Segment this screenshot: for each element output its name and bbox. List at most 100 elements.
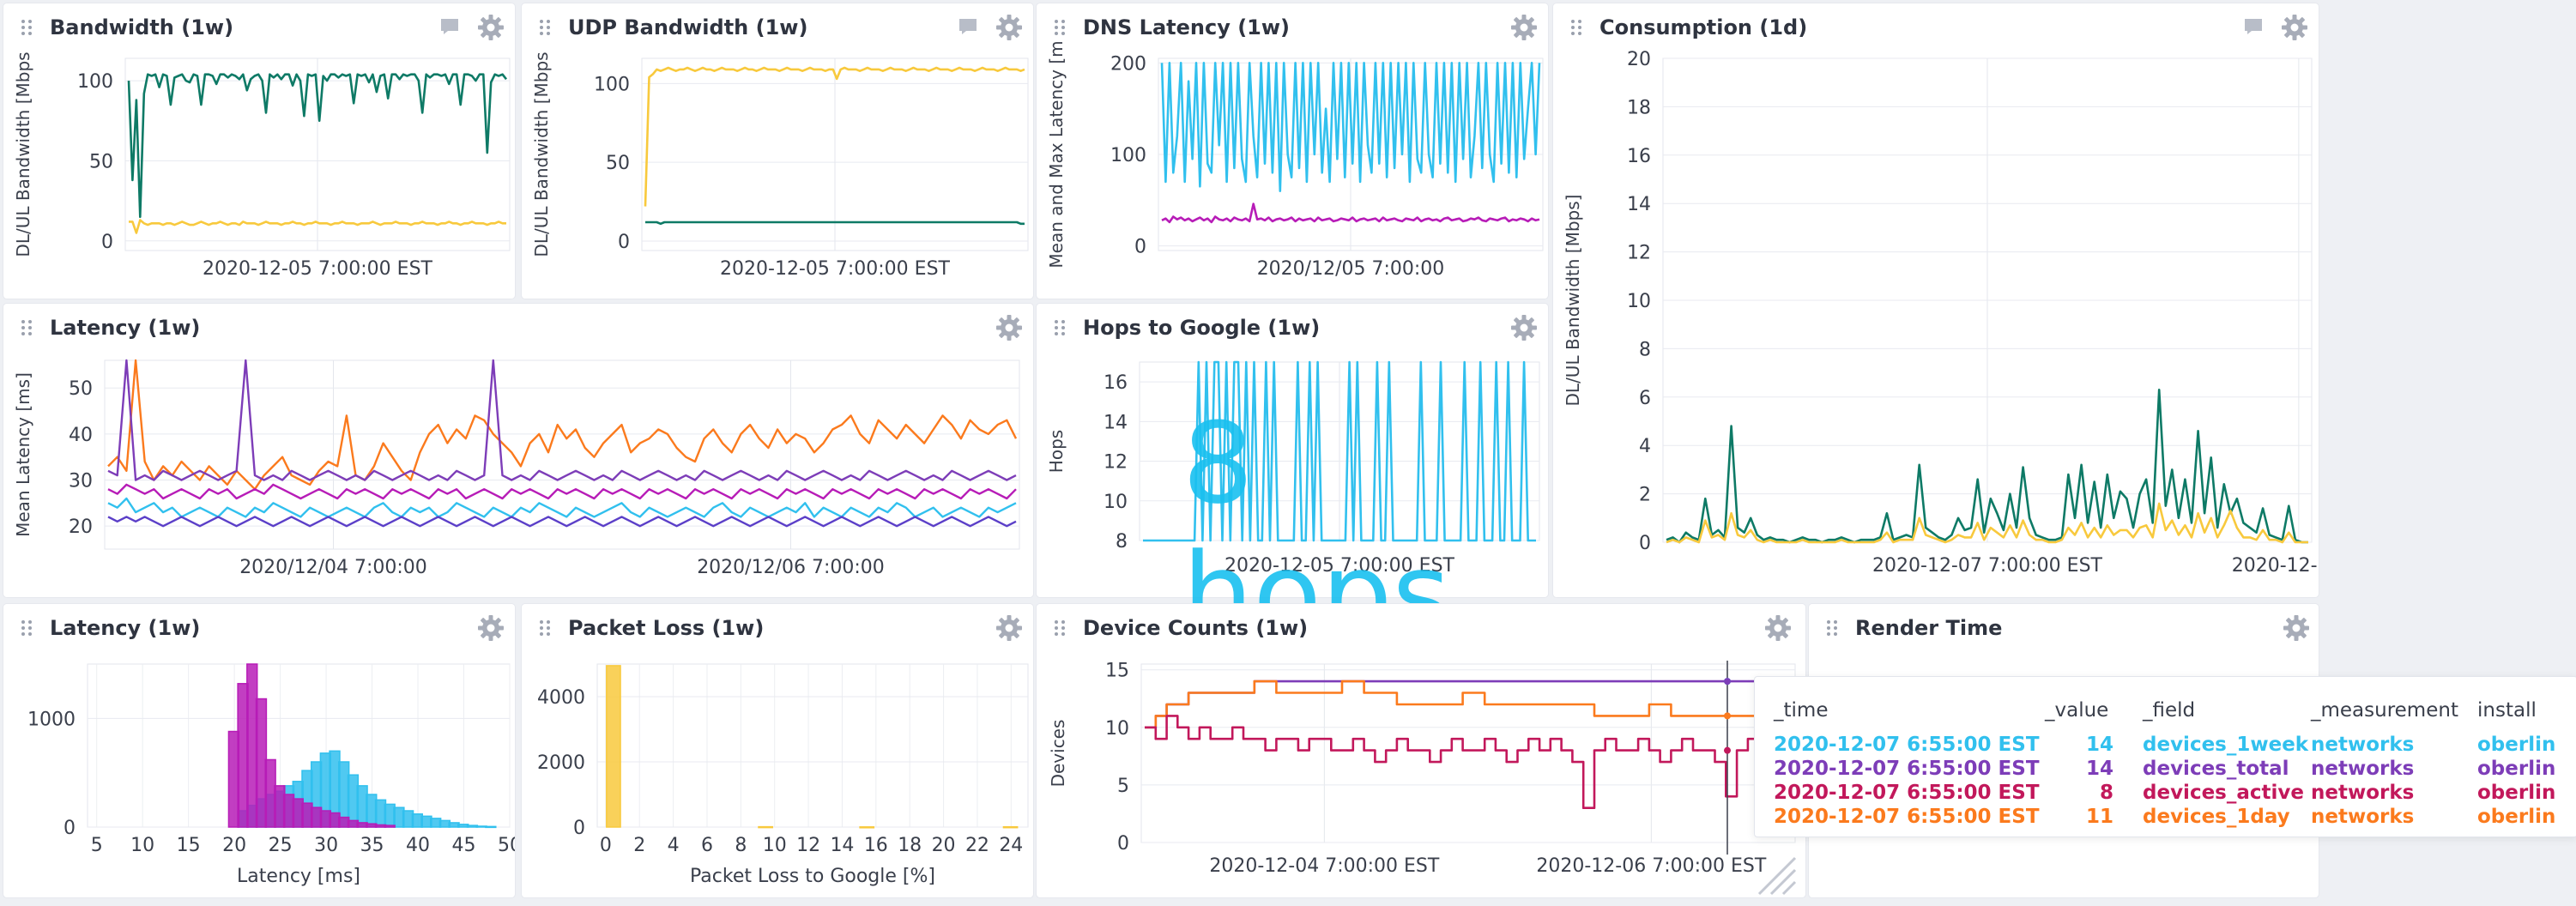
panel-title: DNS Latency (1w) xyxy=(1083,15,1291,39)
tooltip-cell-value: 11 xyxy=(2085,806,2113,828)
y-tick-label: 10 xyxy=(1105,718,1129,740)
chart-udp-bandwidth: 0 50 100 DL/UL Bandwidth [Mbps 2020-12-05 7:… xyxy=(531,51,1029,280)
tooltip-cell-measurement: networks xyxy=(2311,758,2415,780)
x-tick-label: 20 xyxy=(932,835,956,856)
y-tick-label: 20 xyxy=(69,516,93,538)
chart-dns-latency: 0 100 200 Mean and Max Latency [m 2020/12/05… xyxy=(1046,40,1544,280)
gear-icon[interactable] xyxy=(1510,14,1538,41)
x-tick-label: 2020/12/04 7:00:00 xyxy=(239,557,427,578)
resize-handle-icon[interactable] xyxy=(1751,849,1799,897)
y-tick-label: 8 xyxy=(1116,531,1128,553)
x-axis-title: Latency [ms] xyxy=(237,866,360,887)
y-tick-label: 5 xyxy=(1117,776,1129,797)
y-tick-label: 0 xyxy=(1117,833,1129,855)
x-tick-label: 4 xyxy=(668,835,680,856)
y-tick-label: 50 xyxy=(89,151,113,172)
tooltip-cell-field: devices_1week xyxy=(2143,734,2309,756)
series-line xyxy=(645,220,1025,226)
gear-icon[interactable] xyxy=(2283,614,2310,642)
gear-icon[interactable] xyxy=(1764,614,1792,642)
y-tick-label: 2 xyxy=(1639,485,1651,506)
drag-handle-icon[interactable] xyxy=(1824,619,1841,637)
gear-icon[interactable] xyxy=(995,614,1023,642)
gear-icon[interactable] xyxy=(1510,314,1538,341)
y-tick-label: 18 xyxy=(1627,97,1651,118)
series-line xyxy=(107,359,1017,481)
series-line xyxy=(129,219,506,234)
y-axis-title: DL/UL Bandwidth [Mbps xyxy=(531,51,552,257)
x-tick-label: 2020-12-05 7:00:00 EST xyxy=(720,258,951,280)
gear-icon[interactable] xyxy=(477,614,505,642)
tooltip-cell-field: devices_total xyxy=(2143,758,2289,780)
drag-handle-icon[interactable] xyxy=(1569,19,1586,36)
x-tick-label: 10 xyxy=(130,835,154,856)
hover-tooltip: _time _value _field _measurement install… xyxy=(1754,676,2576,837)
drag-handle-icon[interactable] xyxy=(537,19,554,36)
panel-title: Hops to Google (1w) xyxy=(1083,316,1321,340)
tooltip-cell-field: devices_1day xyxy=(2143,806,2290,828)
panel-header: DNS Latency (1w) xyxy=(1037,3,1548,51)
tooltip-cell-time: 2020-12-07 6:55:00 EST xyxy=(1774,734,2040,756)
chart-hops: 8 10 12 14 16 Hops 2020-12-05 7:00:00 EST xyxy=(1046,360,1540,577)
histogram-bar xyxy=(859,826,875,829)
drag-handle-icon[interactable] xyxy=(19,319,36,336)
hover-marker xyxy=(1724,712,1731,720)
histogram-bar xyxy=(758,825,773,829)
tooltip-cell-field: devices_active xyxy=(2143,782,2304,804)
drag-handle-icon[interactable] xyxy=(1052,19,1069,36)
drag-handle-icon[interactable] xyxy=(19,619,36,637)
panel-header: Hops to Google (1w) xyxy=(1037,304,1548,352)
series-line xyxy=(1143,360,1536,542)
y-tick-label: 40 xyxy=(69,425,93,446)
x-tick-label: 25 xyxy=(269,835,293,856)
drag-handle-icon[interactable] xyxy=(1052,319,1069,336)
panel-title: UDP Bandwidth (1w) xyxy=(568,15,808,39)
panel-hops: Hops to Google (1w) 8 10 12 14 16 Hops 2020-12… xyxy=(1037,304,1548,659)
tooltip-header-value: _value xyxy=(2045,699,2109,722)
x-tick-label: 20 xyxy=(222,835,246,856)
drag-handle-icon[interactable] xyxy=(537,619,554,637)
y-tick-label: 0 xyxy=(1639,533,1651,554)
plot-frame xyxy=(596,663,1029,828)
gear-icon[interactable] xyxy=(995,314,1023,341)
tooltip-header-field: _field xyxy=(2143,699,2196,722)
panel-title: Device Counts (1w) xyxy=(1083,616,1309,640)
gear-icon[interactable] xyxy=(477,14,505,41)
series-line xyxy=(1161,202,1540,224)
gear-icon[interactable] xyxy=(2281,14,2308,41)
x-tick-label: 2020-12-07 7: xyxy=(2232,555,2319,577)
series-line xyxy=(107,516,1017,528)
x-tick-label: 2020-12-05 7:00:00 EST xyxy=(1225,555,1455,577)
series-line xyxy=(107,483,1017,500)
chart-consumption: 0 2 4 6 8 10 12 14 16 18 20 DL/UL Bandwidth [Mbps] 2… xyxy=(1563,49,2319,577)
tooltip-header-time: _time xyxy=(1774,699,1829,722)
y-tick-label: 20 xyxy=(1627,49,1651,70)
y-tick-label: 0 xyxy=(618,232,630,253)
series-line xyxy=(1666,389,2308,544)
histogram-bar xyxy=(606,665,621,828)
x-tick-label: 0 xyxy=(600,835,612,856)
tooltip-header-install: install xyxy=(2477,699,2537,722)
x-tick-label: 45 xyxy=(452,835,476,856)
histogram-bar xyxy=(1002,825,1019,829)
drag-handle-icon[interactable] xyxy=(1052,619,1069,637)
x-tick-label: 2020-12-06 7:00:00 EST xyxy=(1536,855,1767,877)
panel-consumption: Consumption (1d) 0 2 4 6 8 10 12 14 16 18 20 DL/UL … xyxy=(1553,3,2319,597)
note-icon[interactable] xyxy=(439,17,460,36)
y-tick-label: 0 xyxy=(1134,237,1146,258)
panel-latency-histogram: Latency (1w) 5 10 15 20 25 30 35 40 45 50 0 1000 Lat… xyxy=(3,604,515,897)
gear-icon[interactable] xyxy=(995,14,1023,41)
y-tick-label: 10 xyxy=(1104,492,1128,513)
note-icon[interactable] xyxy=(2243,17,2264,36)
panel-title: Latency (1w) xyxy=(50,616,201,640)
panel-title: Bandwidth (1w) xyxy=(50,15,234,39)
y-tick-label: 50 xyxy=(606,153,630,174)
drag-handle-icon[interactable] xyxy=(19,19,36,36)
note-icon[interactable] xyxy=(958,17,978,36)
y-tick-label: 12 xyxy=(1627,243,1651,264)
y-tick-label: 1000 xyxy=(27,709,76,730)
series-line xyxy=(644,66,1025,207)
panel-title: Packet Loss (1w) xyxy=(568,616,765,640)
chart-latency: 20 30 40 50 Mean Latency [ms] 2020/12/04 7:00… xyxy=(13,359,1020,578)
series-line xyxy=(107,497,1017,518)
